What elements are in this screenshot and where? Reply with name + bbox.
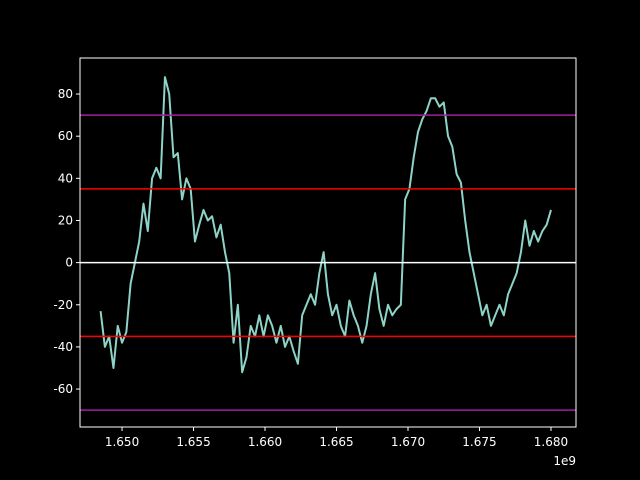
y-tick-label: -20	[53, 298, 73, 312]
x-tick-label: 1.650	[105, 435, 139, 449]
y-tick-label: -40	[53, 340, 73, 354]
y-tick-label: 80	[58, 87, 73, 101]
y-tick-label: 20	[58, 213, 73, 227]
data-line	[99, 76, 552, 374]
x-tick-label: 1.660	[248, 435, 282, 449]
x-tick-label: 1.680	[534, 435, 568, 449]
x-tick-label: 1.670	[391, 435, 425, 449]
plot-frame	[79, 57, 577, 428]
y-tick-label: 60	[58, 129, 73, 143]
x-tick-label: 1.655	[176, 435, 210, 449]
x-offset-label: 1e9	[553, 454, 576, 468]
y-tick-label: 0	[65, 256, 73, 270]
y-tick-label: -60	[53, 382, 73, 396]
x-tick-label: 1.675	[462, 435, 496, 449]
x-tick-label: 1.665	[319, 435, 353, 449]
y-tick-label: 40	[58, 171, 73, 185]
